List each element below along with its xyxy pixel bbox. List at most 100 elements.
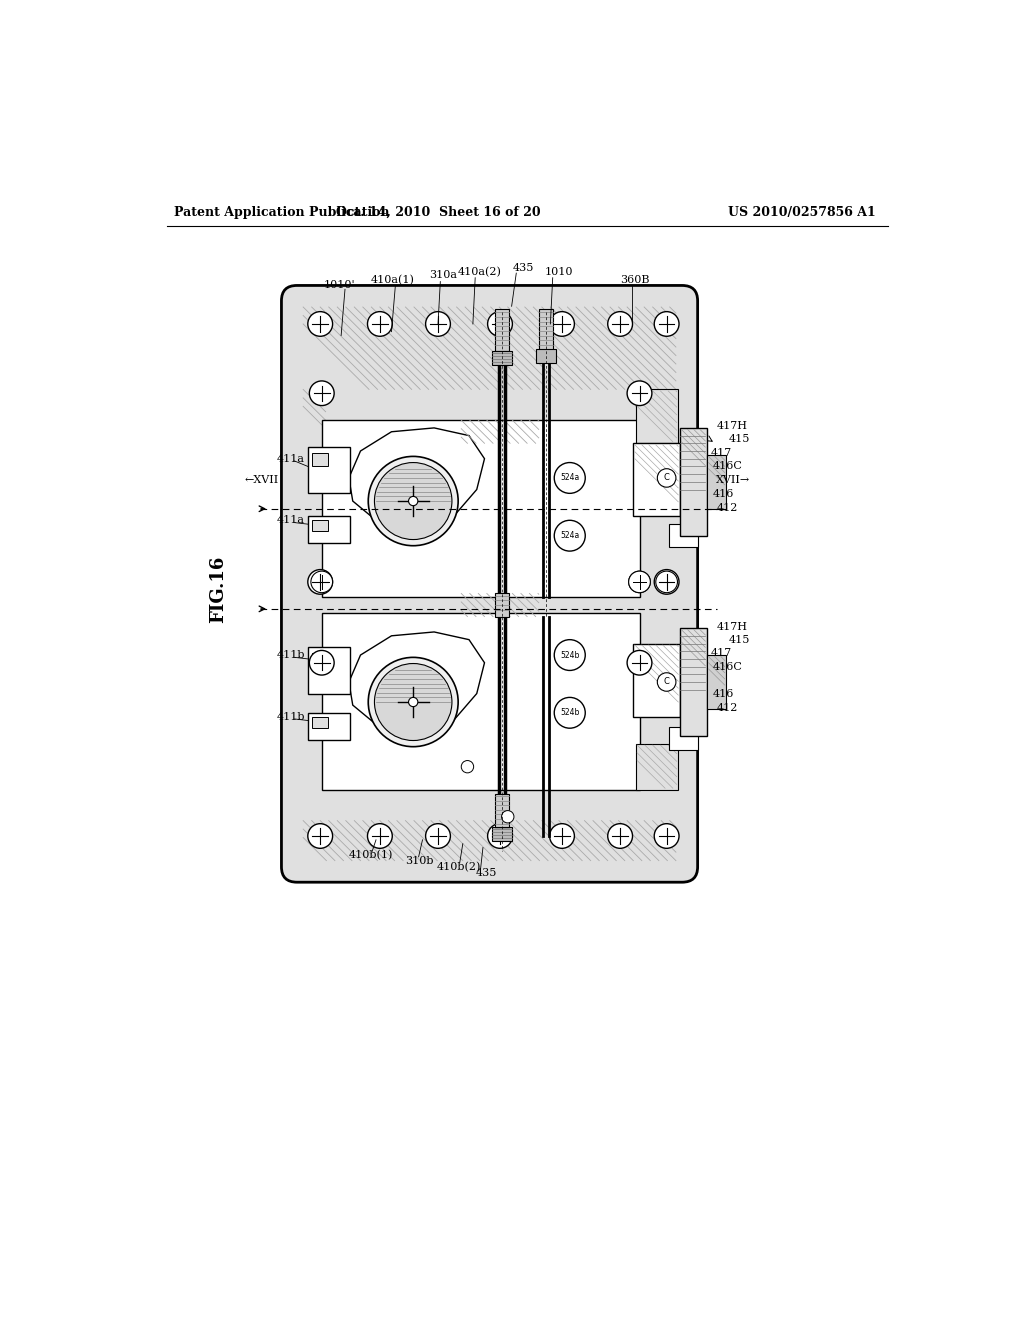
Circle shape	[607, 312, 633, 337]
Circle shape	[426, 824, 451, 849]
Circle shape	[655, 572, 678, 593]
Text: 411b: 411b	[276, 649, 305, 660]
Circle shape	[502, 810, 514, 822]
Circle shape	[461, 760, 474, 774]
Circle shape	[654, 570, 679, 594]
Circle shape	[607, 824, 633, 849]
Bar	[539, 309, 553, 351]
Bar	[669, 524, 698, 548]
Bar	[633, 444, 680, 516]
Text: 1010: 1010	[544, 268, 572, 277]
Circle shape	[375, 462, 452, 540]
Circle shape	[309, 651, 334, 675]
Circle shape	[308, 312, 333, 337]
Text: 411b: 411b	[276, 711, 305, 722]
Circle shape	[629, 572, 650, 593]
Circle shape	[368, 312, 392, 337]
Bar	[636, 389, 678, 444]
Text: Patent Application Publication: Patent Application Publication	[174, 206, 390, 219]
Circle shape	[554, 697, 586, 729]
Bar	[312, 718, 328, 729]
Circle shape	[550, 824, 574, 849]
Circle shape	[308, 570, 333, 594]
Text: 310b: 310b	[406, 855, 434, 866]
Bar	[680, 428, 707, 536]
Text: 415: 415	[729, 635, 750, 644]
Text: 310a: 310a	[429, 271, 457, 280]
Circle shape	[627, 651, 652, 675]
Circle shape	[308, 824, 333, 849]
Circle shape	[657, 469, 676, 487]
Text: 416C: 416C	[713, 462, 743, 471]
Text: 1010': 1010'	[324, 280, 355, 290]
Text: 411a: 411a	[276, 515, 305, 525]
FancyBboxPatch shape	[282, 285, 697, 882]
Bar	[322, 612, 640, 789]
Circle shape	[629, 572, 650, 593]
Circle shape	[654, 824, 679, 849]
Bar	[493, 826, 512, 841]
Bar	[633, 644, 680, 717]
Bar	[308, 647, 350, 693]
Circle shape	[554, 462, 586, 494]
Bar	[496, 594, 509, 616]
Circle shape	[654, 312, 679, 337]
Text: 416: 416	[713, 490, 734, 499]
Text: 417H: 417H	[717, 421, 748, 432]
Circle shape	[309, 381, 334, 405]
Text: 524b: 524b	[560, 651, 580, 660]
Circle shape	[369, 457, 458, 545]
Text: 524a: 524a	[560, 474, 580, 482]
Bar	[312, 453, 328, 466]
Circle shape	[375, 664, 452, 741]
Bar	[496, 309, 509, 351]
Text: 360B: 360B	[621, 275, 649, 285]
Circle shape	[369, 657, 458, 747]
Text: ←XVII: ←XVII	[245, 475, 279, 486]
Circle shape	[554, 640, 586, 671]
Text: Oct. 14, 2010  Sheet 16 of 20: Oct. 14, 2010 Sheet 16 of 20	[336, 206, 541, 219]
Text: 524b: 524b	[560, 709, 580, 717]
Bar	[680, 628, 707, 737]
Text: 410b(2): 410b(2)	[436, 862, 481, 873]
Text: 524a: 524a	[560, 531, 580, 540]
Text: 416: 416	[713, 689, 734, 700]
Text: 412: 412	[717, 503, 738, 513]
Bar	[308, 713, 350, 739]
Bar	[536, 350, 556, 363]
Bar	[707, 655, 726, 709]
Text: FIG.16: FIG.16	[209, 556, 227, 623]
Text: 411a: 411a	[276, 454, 305, 463]
Circle shape	[550, 312, 574, 337]
Text: C: C	[664, 474, 670, 482]
Text: 412: 412	[717, 704, 738, 713]
Circle shape	[487, 312, 512, 337]
Circle shape	[657, 673, 676, 692]
Bar	[496, 793, 509, 836]
Polygon shape	[349, 632, 484, 733]
Text: 416C: 416C	[713, 661, 743, 672]
Text: 435: 435	[475, 869, 497, 878]
Text: 415: 415	[729, 434, 750, 445]
Circle shape	[627, 381, 652, 405]
Text: 410b(1): 410b(1)	[349, 850, 393, 861]
Bar	[308, 516, 350, 544]
Bar	[312, 520, 328, 531]
Text: C: C	[664, 677, 670, 686]
Text: 417: 417	[711, 447, 732, 458]
Bar	[493, 351, 512, 364]
Bar	[636, 743, 678, 789]
Circle shape	[368, 824, 392, 849]
Bar	[707, 455, 726, 508]
Bar	[312, 653, 328, 667]
Circle shape	[311, 572, 333, 593]
Text: 417H: 417H	[717, 622, 748, 631]
Circle shape	[409, 697, 418, 706]
Circle shape	[409, 496, 418, 506]
Text: US 2010/0257856 A1: US 2010/0257856 A1	[728, 206, 877, 219]
Bar	[322, 420, 640, 597]
Circle shape	[426, 312, 451, 337]
Text: 410a(2): 410a(2)	[458, 267, 502, 277]
Text: 417: 417	[711, 648, 732, 657]
Polygon shape	[349, 428, 484, 528]
